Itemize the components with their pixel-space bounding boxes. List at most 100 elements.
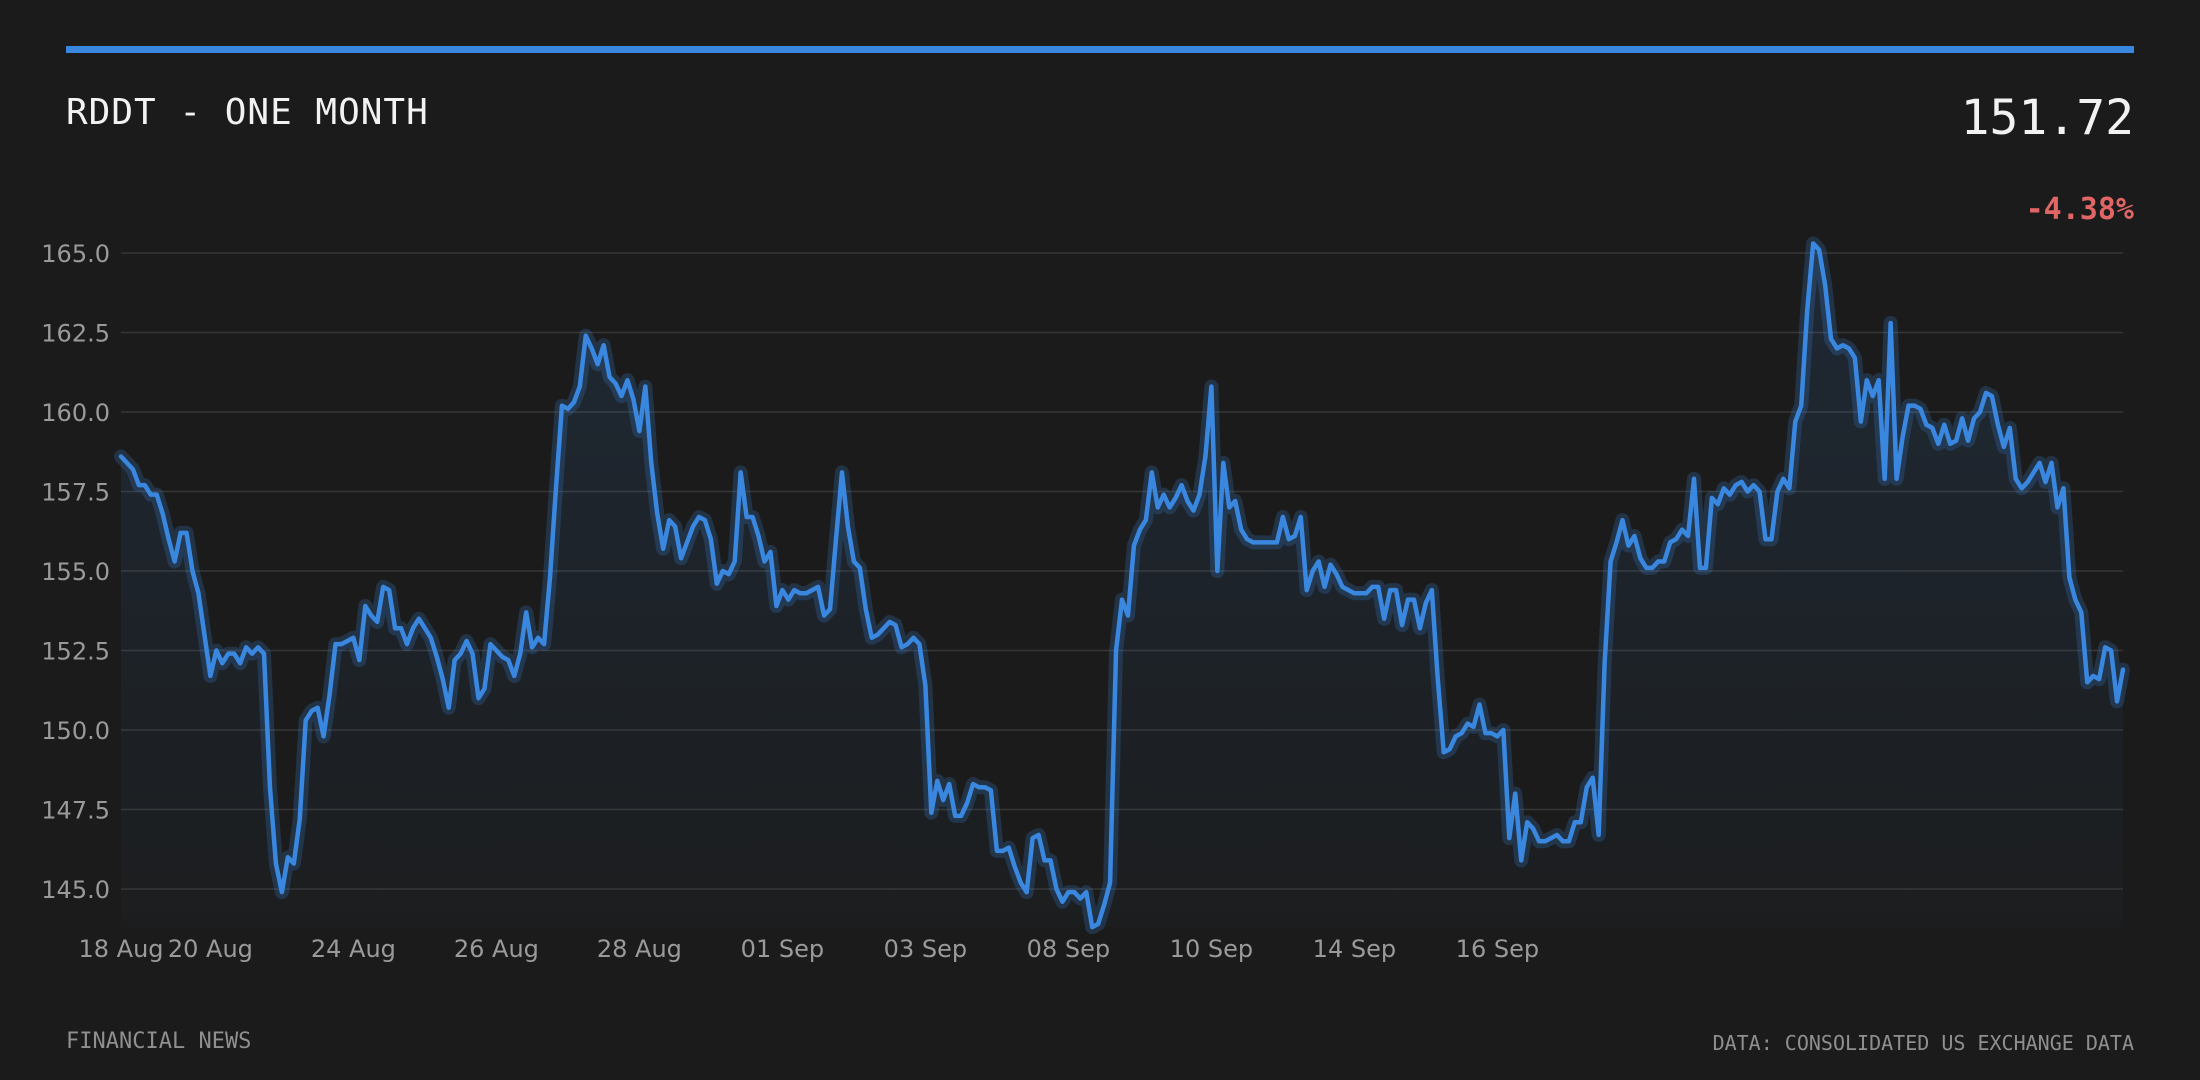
price-point	[1186, 499, 1190, 503]
price-point	[834, 537, 838, 541]
price-point	[512, 674, 516, 678]
price-point	[2103, 645, 2107, 649]
price-point	[1340, 585, 1344, 589]
price-point	[1859, 420, 1863, 424]
price-point	[1537, 839, 1541, 843]
price-point	[202, 633, 206, 637]
price-point	[345, 639, 349, 643]
price-point	[351, 636, 355, 640]
x-tick-label: 08 Sep	[1027, 935, 1110, 963]
price-point	[804, 591, 808, 595]
price-point	[1054, 887, 1058, 891]
price-point	[1227, 505, 1231, 509]
footer-data-credit: DATA: CONSOLIDATED US EXCHANGE DATA	[1712, 1031, 2134, 1055]
price-point	[1358, 591, 1362, 595]
price-point	[620, 394, 624, 398]
price-point	[751, 515, 755, 519]
price-point	[2061, 486, 2065, 490]
price-point	[1644, 566, 1648, 570]
price-point	[500, 655, 504, 659]
price-point	[1209, 385, 1213, 389]
price-point	[1781, 477, 1785, 481]
price-point	[643, 385, 647, 389]
price-point	[900, 645, 904, 649]
price-point	[149, 493, 153, 497]
price-point	[1478, 703, 1482, 707]
price-point	[1567, 839, 1571, 843]
price-point	[1019, 881, 1023, 885]
price-point	[792, 588, 796, 592]
price-point	[649, 461, 653, 465]
price-point	[1865, 378, 1869, 382]
y-tick-label: 150.0	[41, 717, 110, 745]
price-point	[250, 652, 254, 656]
price-point	[185, 531, 189, 535]
price-point	[888, 620, 892, 624]
price-point	[292, 862, 296, 866]
price-point	[1746, 490, 1750, 494]
price-point	[1990, 394, 1994, 398]
price-point	[298, 817, 302, 821]
price-point	[1966, 439, 1970, 443]
price-point	[1626, 544, 1630, 548]
x-tick-label: 20 Aug	[168, 935, 253, 963]
price-point	[274, 862, 278, 866]
price-point	[1775, 490, 1779, 494]
price-point	[1710, 496, 1714, 500]
price-point	[1650, 566, 1654, 570]
price-point	[1507, 836, 1511, 840]
price-point	[1049, 858, 1053, 862]
price-point	[1769, 537, 1773, 541]
price-point	[1257, 540, 1261, 544]
price-point	[1394, 588, 1398, 592]
price-point	[1460, 731, 1464, 735]
price-point	[1799, 404, 1803, 408]
price-point	[1585, 785, 1589, 789]
price-point	[941, 798, 945, 802]
price-point	[679, 556, 683, 560]
price-point	[1924, 423, 1928, 427]
price-point	[780, 588, 784, 592]
price-point	[1090, 925, 1094, 929]
price-point	[1138, 528, 1142, 532]
price-point	[935, 779, 939, 783]
price-point	[119, 455, 123, 459]
price-point	[1346, 588, 1350, 592]
price-point	[667, 518, 671, 522]
price-point	[411, 626, 415, 630]
price-point	[2121, 668, 2125, 672]
price-point	[214, 649, 218, 653]
price-point	[191, 569, 195, 573]
price-point	[1918, 407, 1922, 411]
price-point	[1621, 518, 1625, 522]
price-change: -4.38%	[2025, 192, 2134, 227]
price-point	[339, 642, 343, 646]
price-point	[1889, 321, 1893, 325]
y-tick-label: 160.0	[41, 399, 110, 427]
price-point	[1954, 439, 1958, 443]
price-point	[1197, 493, 1201, 497]
price-point	[1025, 890, 1029, 894]
price-point	[232, 652, 236, 656]
accent-bar	[66, 46, 2134, 53]
price-point	[1251, 540, 1255, 544]
price-point	[1281, 515, 1285, 519]
price-point	[578, 385, 582, 389]
price-point	[1031, 836, 1035, 840]
price-point	[155, 493, 159, 497]
price-point	[1305, 588, 1309, 592]
price-point	[1472, 725, 1476, 729]
price-point	[1603, 661, 1607, 665]
price-point	[1543, 839, 1547, 843]
price-point	[381, 585, 385, 589]
price-point	[1269, 540, 1273, 544]
price-point	[1233, 499, 1237, 503]
price-point	[965, 801, 969, 805]
price-point	[1555, 833, 1559, 837]
price-point	[1156, 505, 1160, 509]
price-point	[786, 598, 790, 602]
price-point	[572, 400, 576, 404]
price-point	[2091, 674, 2095, 678]
price-point	[2044, 480, 2048, 484]
price-point	[1764, 537, 1768, 541]
